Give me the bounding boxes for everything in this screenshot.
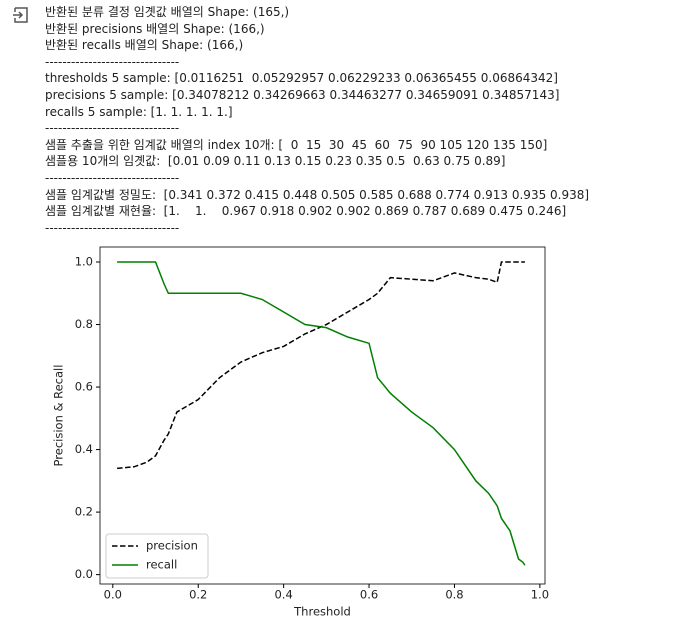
x-tick-label: 0.2	[189, 588, 207, 602]
x-axis-label: Threshold	[293, 605, 351, 619]
output-line: thresholds 5 sample: [0.0116251 0.052929…	[45, 71, 558, 86]
legend-box	[105, 533, 209, 579]
output-line: 반환된 recalls 배열의 Shape: (166,)	[45, 38, 244, 53]
icon-frame	[14, 7, 28, 23]
output-line: -------------------------------	[45, 220, 180, 235]
y-tick-label: 0.8	[75, 317, 93, 331]
y-tick-label: 0.4	[75, 442, 93, 456]
x-tick-label: 0.8	[445, 588, 463, 602]
y-axis-label: Precision & Recall	[52, 365, 66, 467]
x-tick-label: 0.0	[104, 588, 122, 602]
output-icon[interactable]	[12, 5, 32, 25]
x-tick-label: 0.4	[274, 588, 292, 602]
y-tick-label: 0.2	[75, 505, 93, 519]
output-line: 샘플 임계값별 재현율: [1. 1. 0.967 0.918 0.902 0.…	[45, 204, 567, 219]
output-line: 반환된 precisions 배열의 Shape: (166,)	[45, 21, 265, 36]
x-tick-label: 1.0	[531, 588, 549, 602]
output-line: 반환된 분류 결정 임곗값 배열의 Shape: (165,)	[45, 5, 290, 19]
plot-frame	[99, 246, 546, 585]
output-line: recalls 5 sample: [1. 1. 1. 1. 1.]	[45, 104, 233, 119]
chart: 0.0 0.2 0.4 0.6 0.8 1.0 0.0 0.2 0.4 0.6 0.8 1.0 Thre…	[52, 246, 549, 619]
series-line	[117, 261, 525, 470]
output-line: 샘플 임계값별 정밀도: [0.341 0.372 0.415 0.448 0.…	[45, 187, 590, 202]
output-line: 샘플 추출을 위한 임계값 배열의 index 10개: [ 0 15 30 4…	[45, 137, 548, 152]
text-output: 반환된 분류 결정 임곗값 배열의 Shape: (165,) 반환된 preci…	[45, 4, 589, 236]
output-line: -------------------------------	[45, 170, 180, 185]
legend-label: precision	[146, 539, 198, 553]
y-tick-label: 0.6	[75, 380, 93, 394]
y-tick-label: 1.0	[75, 255, 93, 269]
y-tick-label: 0.0	[75, 567, 93, 581]
icon-arrow	[13, 11, 24, 19]
output-line: -------------------------------	[45, 121, 180, 136]
output-line: 샘플용 10개의 임곗값: [0.01 0.09 0.11 0.13 0.15 …	[45, 154, 506, 169]
output-line: precisions 5 sample: [0.34078212 0.34269…	[45, 87, 560, 102]
output-line: -------------------------------	[45, 54, 180, 69]
series-line	[117, 261, 526, 566]
legend-label: recall	[146, 558, 177, 572]
x-tick-label: 0.6	[360, 588, 378, 602]
